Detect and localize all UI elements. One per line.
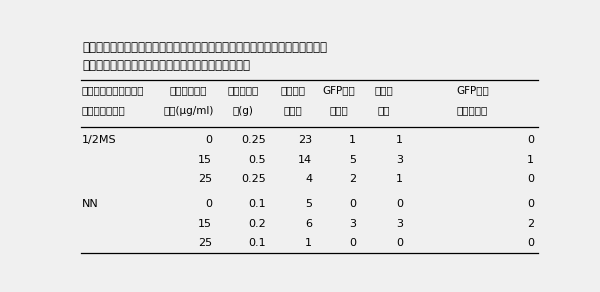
Text: NN: NN <box>82 199 99 209</box>
Text: 0.25: 0.25 <box>241 174 266 184</box>
Text: もやし状: もやし状 <box>281 85 305 95</box>
Text: 0: 0 <box>527 199 534 209</box>
Text: 6: 6 <box>305 219 312 229</box>
Text: 形質転換体: 形質転換体 <box>457 106 488 116</box>
Text: 0: 0 <box>205 199 212 209</box>
Text: GFP蛍光: GFP蛍光 <box>322 85 355 95</box>
Text: 2: 2 <box>349 174 356 184</box>
Text: 0: 0 <box>396 199 403 209</box>
Text: ＧＦＰ蛍光を持った形質転換体獲得数との関係: ＧＦＰ蛍光を持った形質転換体獲得数との関係 <box>83 59 251 72</box>
Text: 1: 1 <box>305 238 312 248</box>
Text: 0.25: 0.25 <box>241 135 266 145</box>
Text: 15: 15 <box>198 219 212 229</box>
Text: 1: 1 <box>396 135 403 145</box>
Text: 5: 5 <box>349 155 356 165</box>
Text: 個体: 個体 <box>377 106 390 116</box>
Text: 0: 0 <box>527 238 534 248</box>
Text: 濃度(μg/ml): 濃度(μg/ml) <box>163 106 214 116</box>
Text: 25: 25 <box>198 174 212 184</box>
Text: 15: 15 <box>198 155 212 165</box>
Text: 4: 4 <box>305 174 312 184</box>
Text: 0.2: 0.2 <box>248 219 266 229</box>
Text: 25: 25 <box>198 238 212 248</box>
Text: 重(g): 重(g) <box>233 106 254 116</box>
Text: 0: 0 <box>205 135 212 145</box>
Text: カナマイシン: カナマイシン <box>170 85 207 95</box>
Text: 再分化: 再分化 <box>374 85 393 95</box>
Text: カルス維持培地: カルス維持培地 <box>82 106 126 116</box>
Text: 不定胚: 不定胚 <box>329 106 348 116</box>
Text: 23: 23 <box>298 135 312 145</box>
Text: 5: 5 <box>305 199 312 209</box>
Text: 1: 1 <box>396 174 403 184</box>
Text: 1: 1 <box>349 135 356 145</box>
Text: 14: 14 <box>298 155 312 165</box>
Text: 0.1: 0.1 <box>248 238 266 248</box>
Text: 3: 3 <box>349 219 356 229</box>
Text: 0.1: 0.1 <box>248 199 266 209</box>
Text: エンブリオジェニック: エンブリオジェニック <box>82 85 145 95</box>
Text: 感染カルス: 感染カルス <box>227 85 259 95</box>
Text: 0: 0 <box>396 238 403 248</box>
Text: 2: 2 <box>527 219 534 229</box>
Text: 0.5: 0.5 <box>248 155 266 165</box>
Text: 0: 0 <box>527 135 534 145</box>
Text: GFP蛍光: GFP蛍光 <box>456 85 489 95</box>
Text: 1: 1 <box>527 155 534 165</box>
Text: 1/2MS: 1/2MS <box>82 135 116 145</box>
Text: 不定胚: 不定胚 <box>284 106 302 116</box>
Text: 0: 0 <box>349 238 356 248</box>
Text: 0: 0 <box>349 199 356 209</box>
Text: 表１　エンブリオジェニックカルス維持培地及び選抜時のカナマイシン濃度と: 表１ エンブリオジェニックカルス維持培地及び選抜時のカナマイシン濃度と <box>83 41 328 54</box>
Text: 3: 3 <box>396 155 403 165</box>
Text: 3: 3 <box>396 219 403 229</box>
Text: 0: 0 <box>527 174 534 184</box>
